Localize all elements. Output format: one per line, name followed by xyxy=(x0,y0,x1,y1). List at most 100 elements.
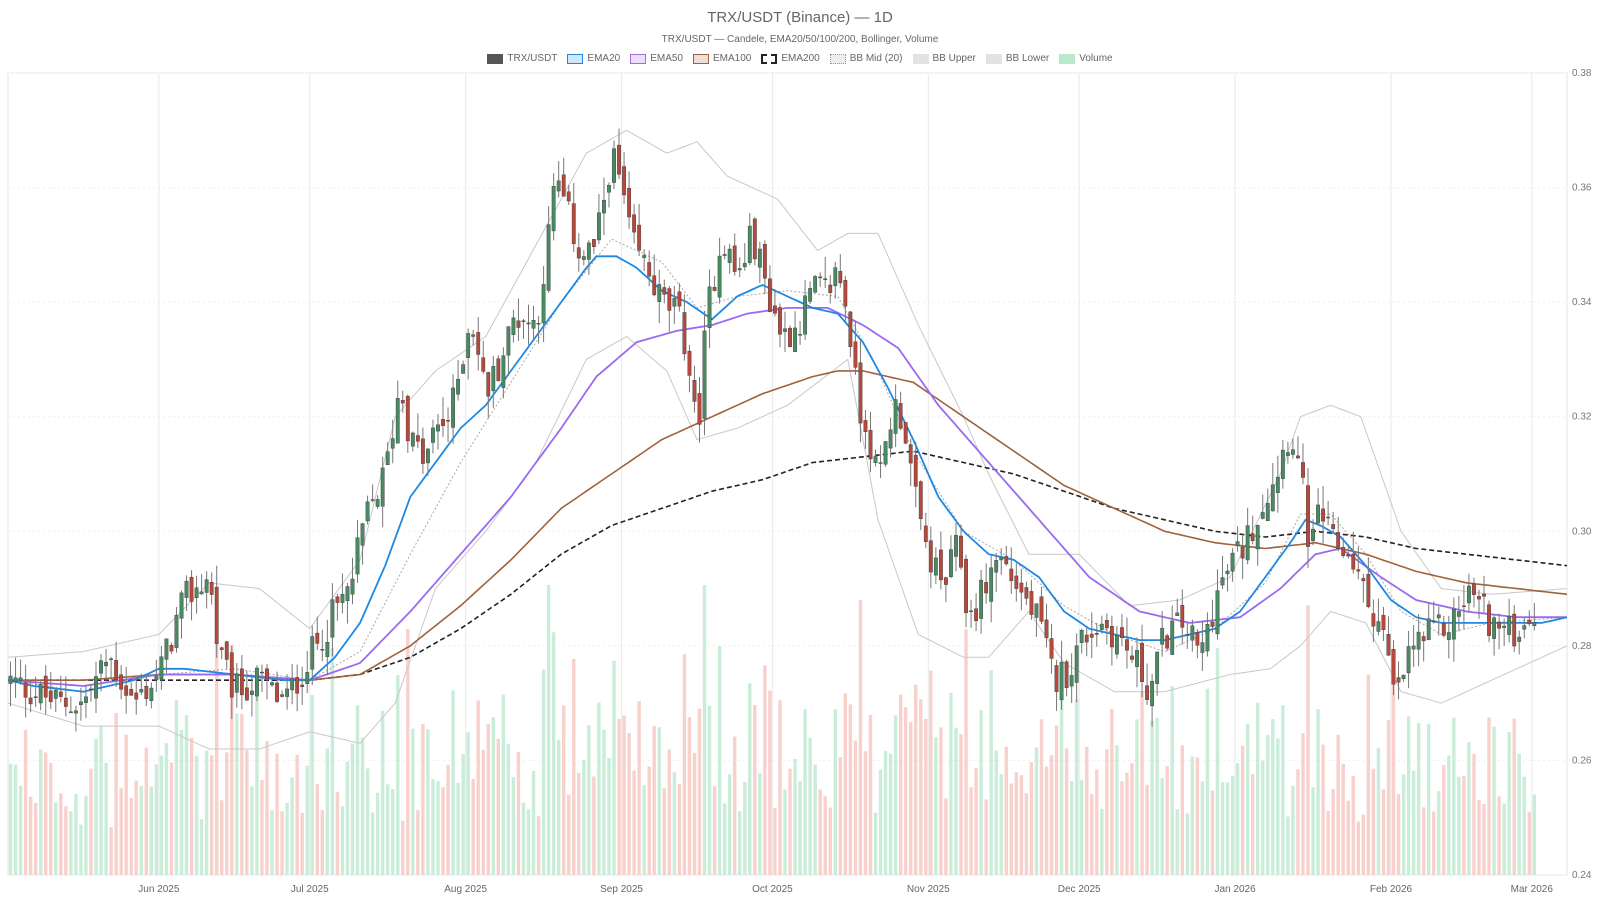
candle-body xyxy=(576,247,581,259)
volume-bar xyxy=(114,712,118,875)
candle-body xyxy=(320,649,325,651)
legend-item[interactable]: BB Lower xyxy=(985,53,1049,64)
candle-body xyxy=(531,319,536,329)
legend-item[interactable]: EMA20 xyxy=(567,53,620,64)
candle-body xyxy=(712,287,717,291)
volume-bar xyxy=(1381,789,1386,875)
volume-bars xyxy=(8,585,1537,875)
axes: 0.24 0.26 0.28 0.30 0.32 0.34 0.36 0.38 Jun 2025… xyxy=(138,68,1592,895)
legend-item[interactable]: TRX/USDT xyxy=(487,53,557,64)
volume-bar xyxy=(1185,813,1190,875)
candle-body xyxy=(154,675,159,681)
volume-bar xyxy=(818,789,822,875)
volume-bar xyxy=(727,774,732,875)
candle-body xyxy=(234,673,239,693)
volume-bar xyxy=(1406,716,1411,875)
volume-bar xyxy=(1462,775,1466,875)
volume-bar xyxy=(1170,686,1174,875)
volume-bar xyxy=(1200,781,1205,875)
candle-body xyxy=(863,420,868,432)
volume-bar xyxy=(1240,745,1245,875)
volume-bar xyxy=(79,824,83,875)
volume-bar xyxy=(1155,717,1159,875)
volume-bar xyxy=(989,670,993,875)
candle-body xyxy=(602,199,606,214)
candle-body xyxy=(43,675,48,698)
candle-body xyxy=(1461,605,1466,607)
legend-item[interactable]: BB Upper xyxy=(912,53,976,64)
volume-bar xyxy=(929,670,933,875)
candle-body xyxy=(390,438,395,449)
candle-body xyxy=(808,288,813,302)
x-tick-label: Dec 2025 xyxy=(1058,884,1101,895)
candle-body xyxy=(818,276,823,279)
legend-item[interactable]: EMA50 xyxy=(630,53,683,64)
legend-item[interactable]: BB Mid (20) xyxy=(829,53,903,64)
volume-bar xyxy=(707,705,712,875)
volume-bar xyxy=(994,750,998,875)
candle-body xyxy=(989,567,994,602)
volume-bar xyxy=(285,802,289,875)
candle-body xyxy=(1089,633,1094,638)
volume-bar xyxy=(18,785,23,875)
volume-bar xyxy=(893,715,898,875)
candle-body xyxy=(420,438,425,464)
candle-body xyxy=(99,660,103,674)
candle-body xyxy=(732,245,737,272)
volume-bar xyxy=(159,755,164,875)
candle-body xyxy=(1441,622,1446,636)
candle-body xyxy=(335,596,340,603)
volume-bar xyxy=(984,799,988,875)
candle-body xyxy=(360,523,365,546)
volume-bar xyxy=(23,729,28,875)
candle-body xyxy=(1406,646,1411,674)
volume-bar xyxy=(1175,809,1179,875)
candle-body xyxy=(793,327,797,353)
volume-bar xyxy=(612,660,616,875)
volume-bar xyxy=(1286,816,1290,875)
volume-bar xyxy=(1271,719,1275,875)
volume-bar xyxy=(38,749,43,875)
volume-bar xyxy=(144,747,149,875)
candle-body xyxy=(607,185,611,193)
candle-body xyxy=(647,262,652,277)
volume-bar xyxy=(763,665,767,875)
candle-body xyxy=(149,687,154,702)
candle-body xyxy=(944,577,948,585)
candle-body xyxy=(1456,611,1461,617)
volume-bar xyxy=(44,752,48,875)
candle-body xyxy=(169,644,174,652)
volume-bar xyxy=(255,683,259,875)
volume-bar xyxy=(33,802,38,875)
candle-body xyxy=(1321,508,1326,522)
volume-bar xyxy=(516,751,521,875)
volume-bar xyxy=(567,794,571,875)
volume-bar xyxy=(104,762,108,875)
candle-body xyxy=(471,334,476,337)
legend-label: EMA100 xyxy=(713,53,752,64)
volume-bar xyxy=(1044,766,1049,875)
candle-body xyxy=(159,656,164,680)
candle-body xyxy=(446,420,450,422)
volume-bar xyxy=(622,715,626,875)
volume-bar xyxy=(1492,726,1496,875)
candle-body xyxy=(365,501,370,522)
candle-body xyxy=(767,278,772,312)
volume-bar xyxy=(511,777,516,875)
candle-body xyxy=(526,322,531,325)
legend-item[interactable]: EMA100 xyxy=(693,53,751,64)
candle-body xyxy=(898,403,903,429)
candle-body xyxy=(652,275,657,296)
candle-body xyxy=(290,678,295,691)
volume-bar xyxy=(365,768,370,875)
volume-bar xyxy=(1215,648,1220,875)
candle-body xyxy=(1497,621,1502,629)
volume-bar xyxy=(1401,774,1406,875)
volume-bar xyxy=(738,811,742,875)
volume-bar xyxy=(391,789,395,875)
volume-bar xyxy=(1532,794,1537,875)
candle-body xyxy=(410,432,415,447)
legend-item[interactable]: EMA200 xyxy=(761,53,820,64)
legend-item[interactable]: Volume xyxy=(1059,53,1113,64)
